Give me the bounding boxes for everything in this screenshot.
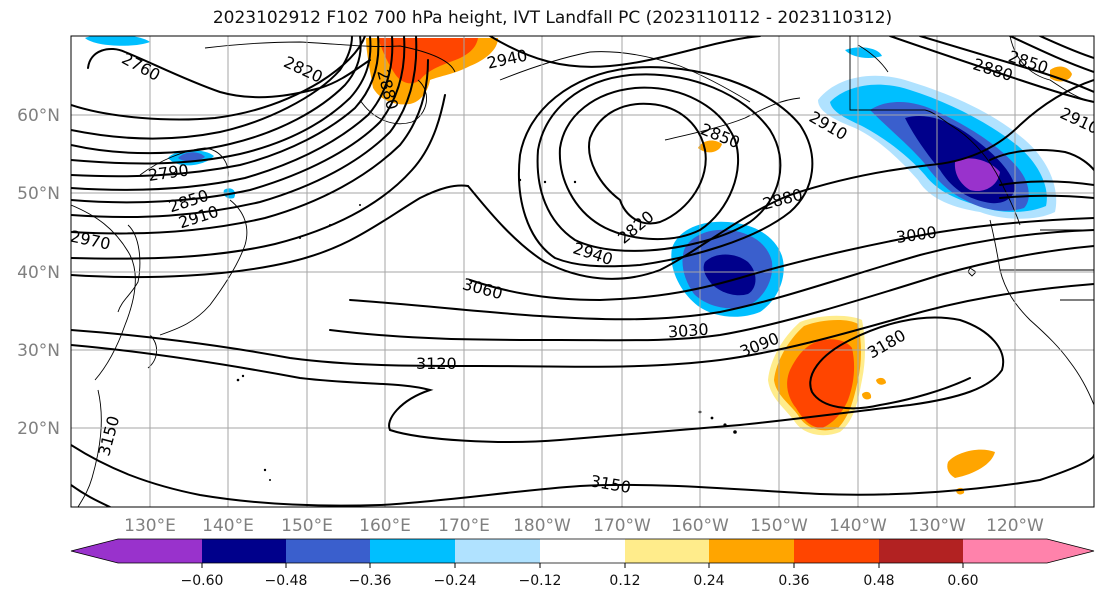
colorbar-segment — [963, 539, 1048, 563]
colorbar-segment — [118, 539, 203, 563]
colorbar-segment — [625, 539, 710, 563]
colorbar-segment — [286, 539, 371, 563]
lon-label: 150°E — [281, 516, 333, 536]
lon-label: 170°E — [438, 516, 490, 536]
lon-label: 140°W — [829, 516, 887, 536]
colorbar-tick-label: −0.48 — [265, 573, 308, 589]
lon-label: 160°W — [671, 516, 729, 536]
colorbar-segment — [709, 539, 795, 563]
colorbar-segment — [879, 539, 964, 563]
colorbar-tick-label: 0.36 — [778, 573, 809, 589]
colorbar-tick-label: 0.12 — [609, 573, 640, 589]
colorbar-ticks — [201, 563, 964, 568]
lon-label: 160°E — [359, 516, 411, 536]
colorbar-segment — [540, 539, 626, 563]
colorbar-segment — [370, 539, 456, 563]
islands — [236, 178, 737, 481]
colorbar-segment — [71, 539, 118, 563]
lon-label: 120°W — [986, 516, 1044, 536]
colorbar-outline — [70, 538, 1095, 564]
colorbar-tick-label: 0.60 — [947, 573, 978, 589]
lat-label: 30°N — [17, 341, 60, 361]
longitude-axis: 130°E 140°E 150°E 160°E 170°E 180°W 170°… — [124, 516, 1044, 536]
lon-label: 130°W — [908, 516, 966, 536]
colorbar-tick-label: −0.24 — [434, 573, 477, 589]
contour-label: 3030 — [667, 320, 709, 342]
colorbar-segment — [202, 539, 287, 563]
lat-label: 60°N — [17, 106, 60, 126]
map-title: 2023102912 F102 700 hPa height, IVT Land… — [212, 8, 893, 28]
lon-label: 180°W — [513, 516, 571, 536]
colorbar-tick-label: 0.48 — [863, 573, 894, 589]
lon-label: 170°W — [593, 516, 651, 536]
latitude-axis: 60°N 50°N 40°N 30°N 20°N — [17, 106, 60, 439]
colorbar: −0.60 −0.48 −0.36 −0.24 −0.12 0.12 0.24 … — [70, 538, 1095, 589]
colorbar-segment — [1047, 539, 1094, 563]
lat-label: 40°N — [17, 263, 60, 283]
map-frame — [70, 35, 1095, 508]
colorbar-segment — [455, 539, 541, 563]
lon-label: 140°E — [202, 516, 254, 536]
height-contours — [71, 36, 1094, 507]
map-panel: 2760 2820 2880 2940 2790 2850 2910 2970 … — [71, 36, 1094, 507]
contour-label: 3120 — [416, 354, 457, 373]
lat-label: 50°N — [17, 184, 60, 204]
colorbar-segment — [794, 539, 880, 563]
lon-label: 130°E — [124, 516, 176, 536]
colorbar-tick-label: 0.24 — [693, 573, 724, 589]
gridlines — [71, 36, 1094, 507]
colorbar-tick-label: −0.60 — [181, 573, 224, 589]
colorbar-tick-label: −0.12 — [519, 573, 562, 589]
lat-label: 20°N — [17, 419, 60, 439]
colorbar-tick-label: −0.36 — [349, 573, 392, 589]
lon-label: 150°W — [750, 516, 808, 536]
